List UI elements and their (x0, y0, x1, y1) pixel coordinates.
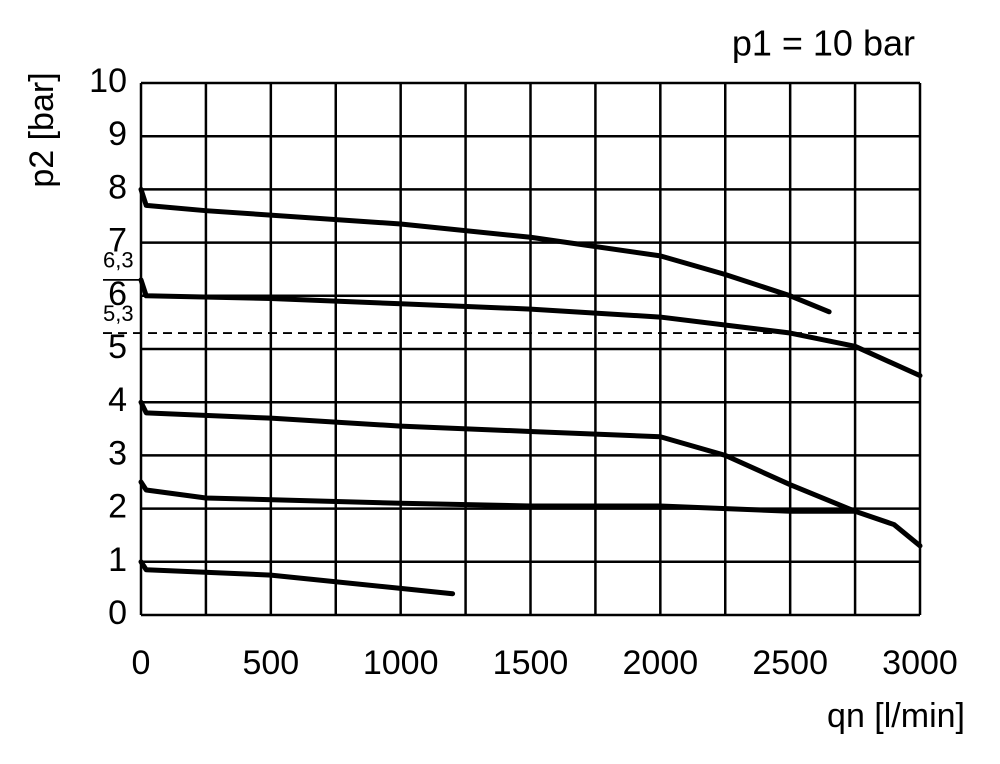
curve (138, 399, 858, 514)
curve (138, 277, 923, 379)
y-tick-label: 9 (108, 115, 127, 153)
x-tick-label: 2500 (752, 644, 828, 682)
y-tick-label: 7 (108, 222, 127, 260)
y-tick-label: 1 (108, 541, 127, 579)
x-axis-label: qn [l/min] (827, 697, 965, 735)
x-tick-label: 2000 (623, 644, 699, 682)
chart-title: p1 = 10 bar (732, 23, 915, 64)
x-tick-label: 1500 (493, 644, 569, 682)
y-tick-label: 10 (89, 62, 127, 100)
y-axis-label: p2 [bar] (23, 72, 61, 187)
curve (138, 186, 832, 315)
x-tick-label: 500 (242, 644, 299, 682)
y-tick-label: 8 (108, 168, 127, 206)
x-tick-label: 0 (132, 644, 151, 682)
y-tick-label: 0 (108, 594, 127, 632)
x-tick-label: 1000 (363, 644, 439, 682)
y-tick-label: 4 (108, 381, 127, 419)
y-tick-label: 5 (108, 328, 127, 366)
y-tick-label: 2 (108, 488, 127, 526)
y-tick-label: 3 (108, 434, 127, 472)
y-tick-label: 6 (108, 275, 127, 313)
curve (138, 479, 923, 549)
reference-label: 5,3 (103, 301, 134, 326)
curve (138, 559, 456, 597)
reference-label: 6,3 (103, 248, 134, 273)
x-tick-label: 3000 (882, 644, 958, 682)
